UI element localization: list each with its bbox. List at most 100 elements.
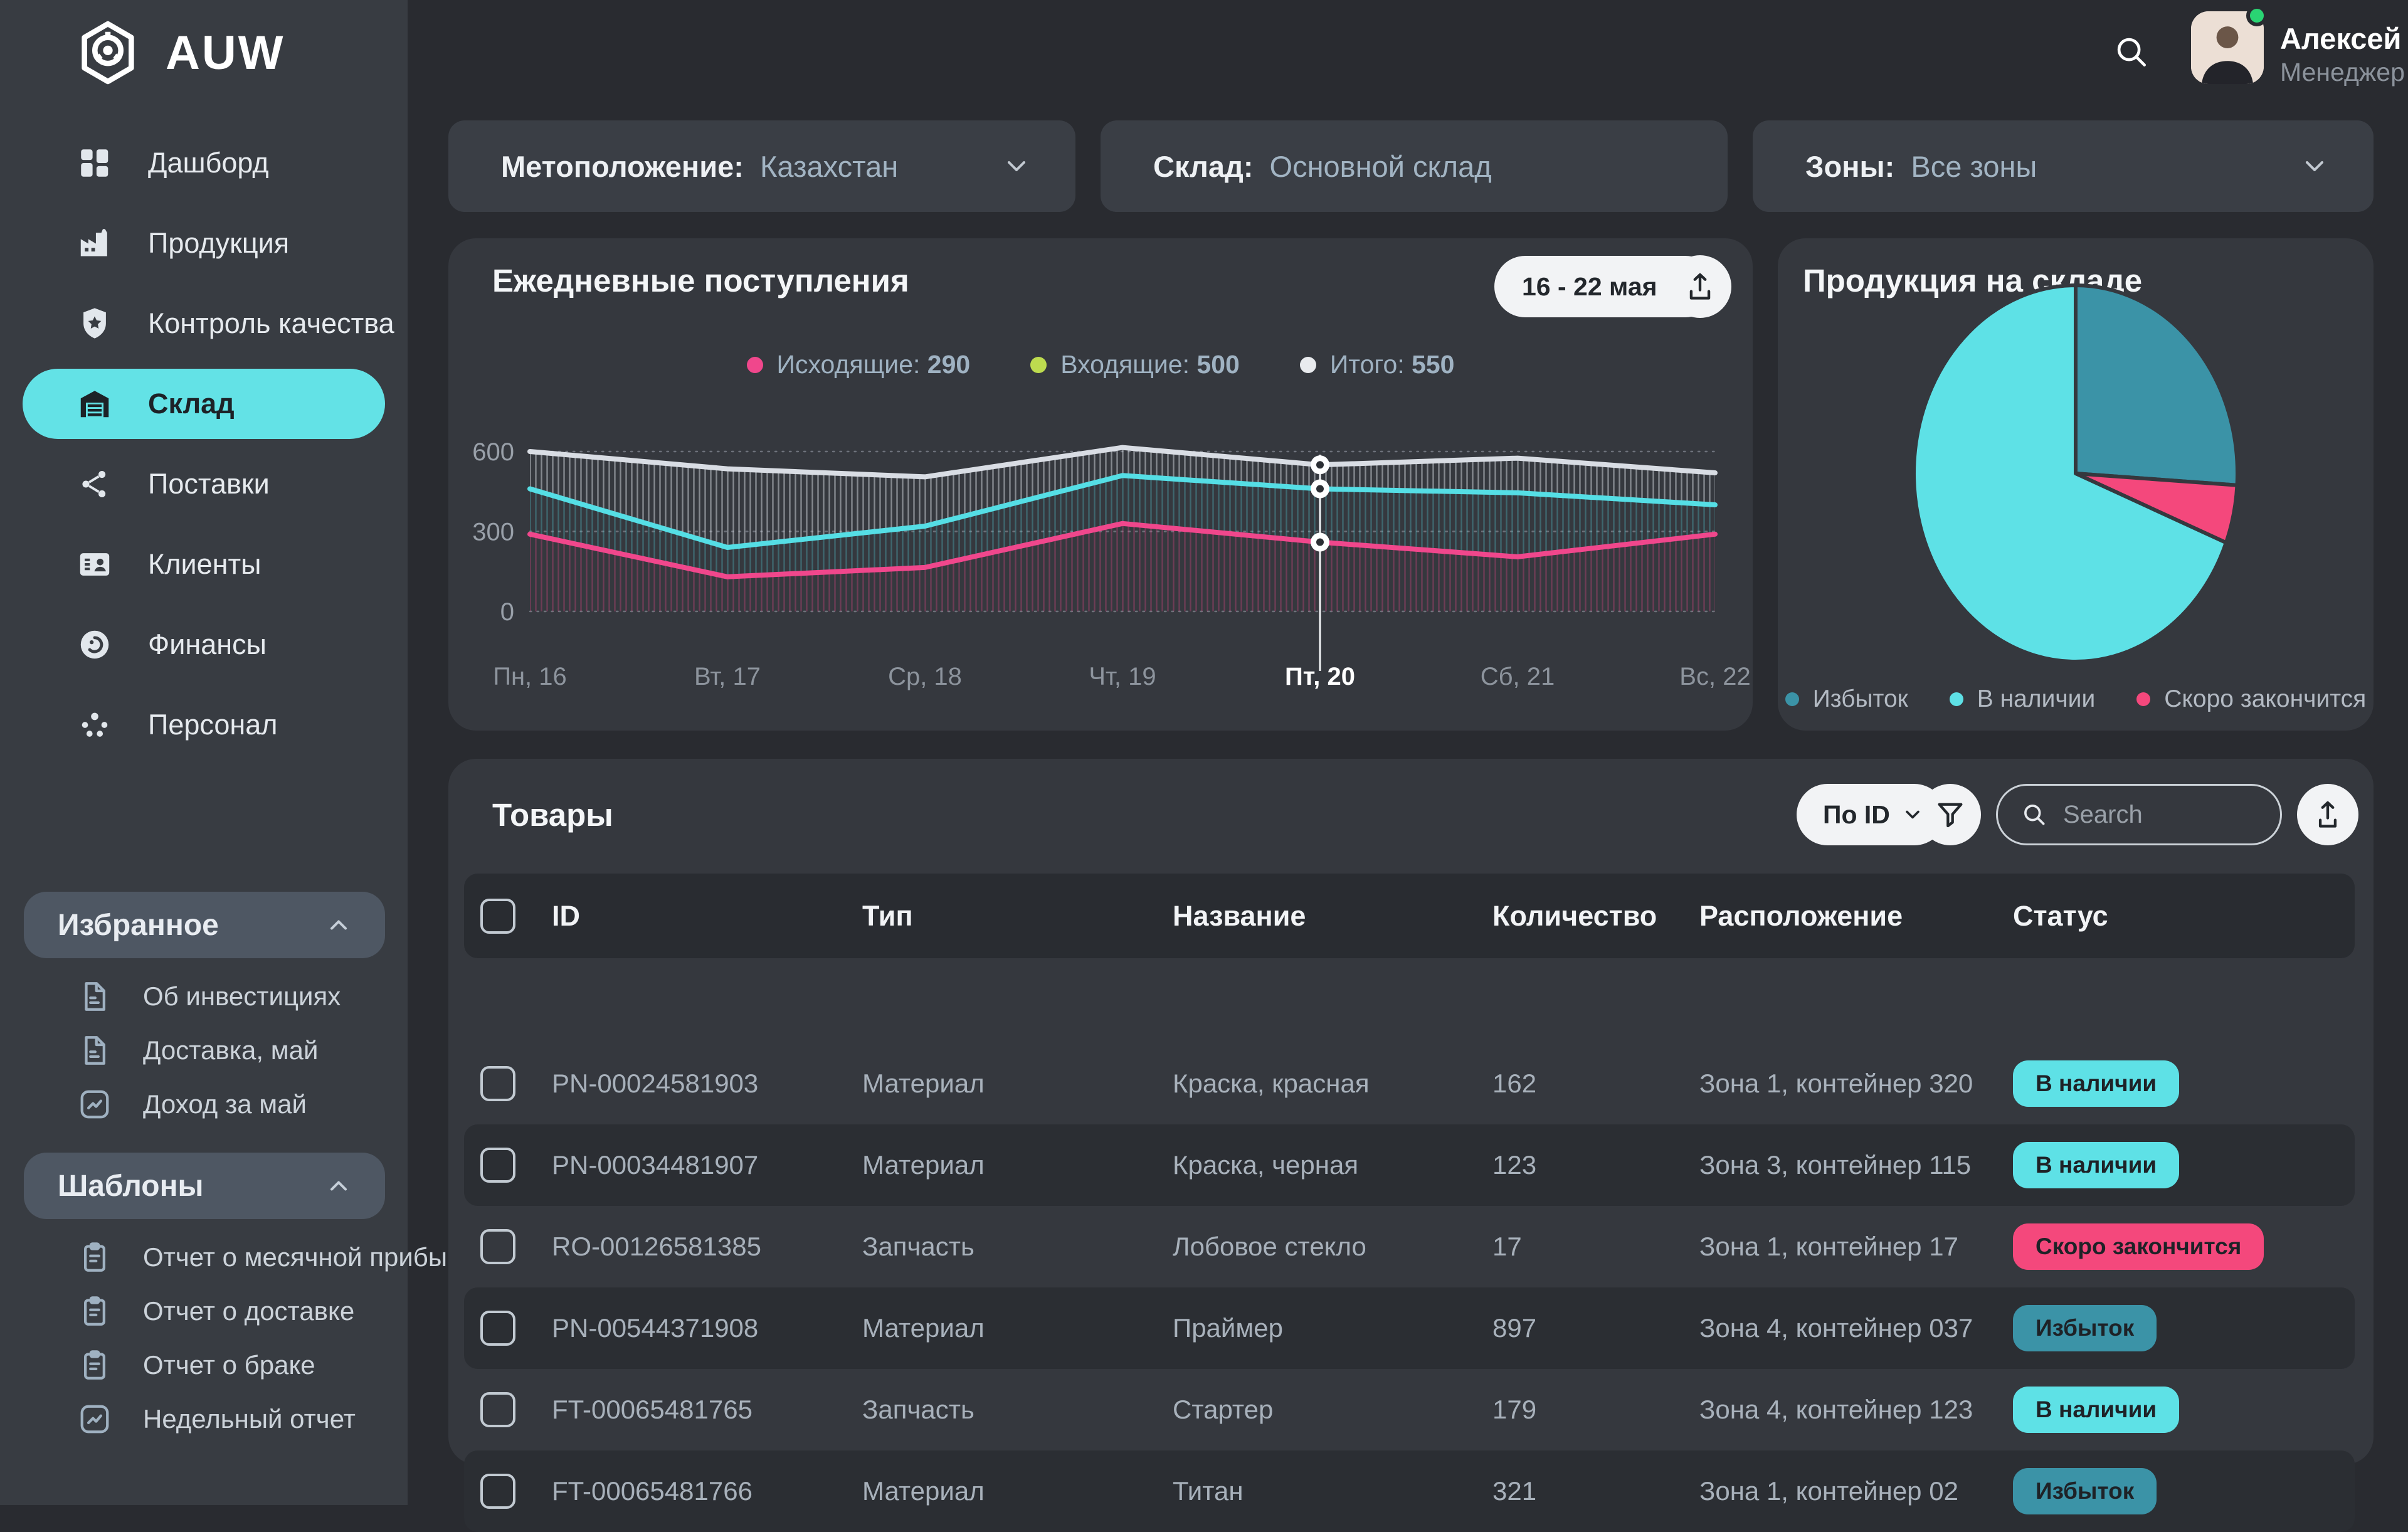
sidebar-item-2[interactable]: Контроль качества [0, 283, 408, 364]
chevron-up-icon [330, 1181, 347, 1191]
cell-type: Запчасть [862, 1232, 974, 1261]
row-checkbox[interactable] [480, 1148, 515, 1183]
svg-text:Ср, 18: Ср, 18 [888, 663, 962, 690]
table-row-0[interactable]: PN-00024581903 Материал Краска, красная 162… [464, 1043, 2355, 1124]
section-0-item-1[interactable]: Доставка, май [0, 1023, 408, 1077]
legend-dot [2136, 692, 2151, 706]
column-header-1[interactable]: Тип [862, 899, 913, 932]
search-icon [2024, 805, 2045, 825]
section-item-label: Недельный отчет [143, 1404, 356, 1434]
sidebar-item-5[interactable]: Клиенты [0, 524, 408, 605]
avatar[interactable] [2191, 11, 2264, 84]
sidebar-item-4[interactable]: Поставки [0, 444, 408, 524]
sidebar-item-6[interactable]: Финансы [0, 605, 408, 685]
sidebar-item-0[interactable]: Дашборд [0, 123, 408, 203]
legend-label: Итого: 550 [1329, 350, 1455, 379]
cell-name: Лобовое стекло [1173, 1232, 1366, 1261]
sidebar: AUW Дашборд Продукция Контроль качества Скл… [0, 0, 469, 1505]
search-input[interactable] [2063, 800, 2261, 829]
table-export-button[interactable] [2297, 784, 2358, 845]
sidebar-item-3[interactable]: Склад [23, 369, 385, 439]
legend-label: Входящие: 500 [1060, 350, 1240, 379]
cell-location: Зона 4, контейнер 123 [1699, 1395, 1973, 1424]
file-icon [85, 982, 105, 1011]
cell-location: Зона 4, контейнер 037 [1699, 1313, 1973, 1343]
section-header-1[interactable]: Шаблоны [24, 1153, 385, 1219]
row-checkbox[interactable] [480, 1474, 515, 1509]
table-row-5[interactable]: FT-00065481766 Материал Титан 321 Зона 1, ко… [464, 1450, 2355, 1532]
legend-dot [1299, 356, 1316, 373]
search-icon[interactable] [2112, 33, 2151, 71]
section-title: Избранное [58, 908, 219, 942]
table-row-2[interactable]: RO-00126581385 Запчасть Лобовое стекло 17 Зо… [464, 1206, 2355, 1287]
table-row-4[interactable]: FT-00065481765 Запчасть Стартер 179 Зона 4, … [464, 1369, 2355, 1450]
sidebar-item-label: Клиенты [148, 548, 261, 580]
filter-zones[interactable]: Зоны: Все зоны [1753, 120, 2374, 212]
cell-qty: 897 [1492, 1313, 1537, 1343]
legend-label: Скоро закончится [2164, 685, 2367, 712]
cell-id: PN-00024581903 [552, 1069, 759, 1098]
section-item-label: Доставка, май [143, 1035, 319, 1065]
sidebar-item-7[interactable]: Персонал [0, 685, 408, 765]
section-1-item-1[interactable]: Отчет о доставке [0, 1284, 408, 1338]
sidebar-item-1[interactable]: Продукция [0, 203, 408, 283]
sort-by-value: По ID [1823, 800, 1890, 829]
column-header-4[interactable]: Расположение [1699, 899, 1903, 932]
svg-text:Пн, 16: Пн, 16 [493, 663, 567, 690]
table-row-1[interactable]: PN-00034481907 Материал Краска, черная 123 З… [464, 1124, 2355, 1206]
select-all-checkbox[interactable] [480, 898, 515, 934]
status-badge: В наличии [2013, 1060, 2180, 1107]
section-list-0: Об инвестициях Доставка, май Доход за май [0, 969, 408, 1131]
cell-location: Зона 1, контейнер 02 [1699, 1476, 1958, 1506]
export-button[interactable] [1669, 255, 1731, 318]
chevron-down-icon [1906, 810, 1920, 819]
table-row-3[interactable]: PN-00544371908 Материал Праймер 897 Зона 4, … [464, 1287, 2355, 1369]
cell-type: Материал [862, 1313, 985, 1343]
app-logo: AUW [74, 19, 285, 87]
table-title: Товары [492, 797, 613, 833]
section-0-item-2[interactable]: Доход за май [0, 1077, 408, 1131]
row-checkbox[interactable] [480, 1066, 515, 1101]
section-1-item-0[interactable]: Отчет о месячной прибы... [0, 1230, 469, 1284]
section-0-item-0[interactable]: Об инвестициях [0, 969, 408, 1023]
section-item-label: Отчет о месячной прибы... [143, 1242, 470, 1272]
file-icon [85, 1036, 105, 1065]
row-checkbox[interactable] [480, 1311, 515, 1346]
clipboard-icon [84, 1296, 105, 1326]
section-item-label: Об инвестициях [143, 981, 341, 1011]
cell-qty: 321 [1492, 1476, 1537, 1506]
chart-title: Ежедневные поступления [492, 263, 909, 298]
trend-icon [80, 1090, 109, 1119]
legend-label: Исходящие: 290 [776, 350, 971, 379]
cell-name: Стартер [1173, 1395, 1274, 1424]
cell-id: PN-00544371908 [552, 1313, 759, 1343]
svg-text:Пт, 20: Пт, 20 [1285, 663, 1355, 690]
sidebar-item-label: Дашборд [148, 147, 269, 179]
column-header-5[interactable]: Статус [2013, 899, 2108, 932]
filter-location[interactable]: Метоположение: Казахстан [448, 120, 1075, 212]
column-header-3[interactable]: Количество [1492, 899, 1657, 932]
section-header-0[interactable]: Избранное [24, 892, 385, 958]
sidebar-item-label: Контроль качества [148, 307, 394, 339]
cell-location: Зона 1, контейнер 17 [1699, 1232, 1958, 1261]
section-1-item-3[interactable]: Недельный отчет [0, 1392, 408, 1446]
row-checkbox[interactable] [480, 1229, 515, 1264]
section-list-1: Отчет о месячной прибы... Отчет о доставк… [0, 1230, 469, 1446]
column-header-0[interactable]: ID [552, 899, 580, 932]
cell-qty: 123 [1492, 1150, 1537, 1180]
section-1-item-2[interactable]: Отчет о браке [0, 1338, 408, 1392]
table-header-row: ID Тип Название Количество Расположение Стату… [464, 874, 2355, 958]
filter-warehouse-value: Основной склад [1269, 149, 1492, 183]
column-header-2[interactable]: Название [1173, 899, 1306, 932]
svg-text:Сб, 21: Сб, 21 [1481, 663, 1555, 690]
row-checkbox[interactable] [480, 1392, 515, 1427]
section-item-label: Отчет о доставке [143, 1296, 355, 1326]
cell-name: Праймер [1173, 1313, 1283, 1343]
logo-hexagon-icon [82, 21, 134, 85]
avatar-photo [2191, 11, 2264, 84]
filter-warehouse[interactable]: Склад: Основной склад [1101, 120, 1728, 212]
filter-button[interactable] [1920, 784, 1981, 845]
funnel-icon [1938, 803, 1963, 828]
svg-text:Чт, 19: Чт, 19 [1089, 663, 1156, 690]
pie-legend: Избыток В наличии Скоро закончится [1778, 685, 2374, 713]
